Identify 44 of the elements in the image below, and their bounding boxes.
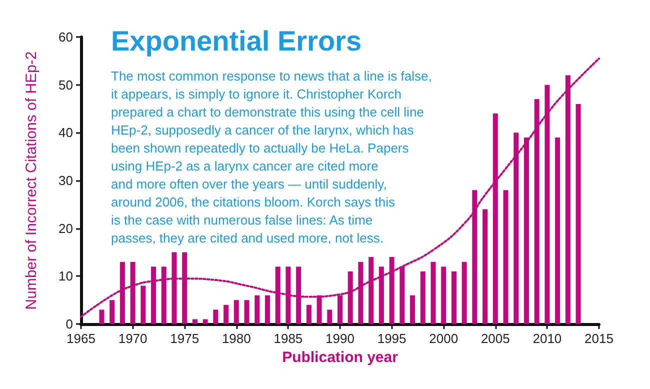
chart-title: Exponential Errors: [111, 26, 362, 56]
bar: [441, 266, 446, 324]
x-tick-label: 1985: [274, 331, 303, 346]
bar: [192, 319, 198, 324]
y-tick-label: 40: [58, 125, 73, 140]
x-tick-label: 1975: [170, 331, 200, 346]
bar: [99, 310, 104, 324]
x-tick-label: 2015: [584, 331, 614, 346]
x-tick-label: 1970: [118, 331, 148, 346]
y-tick-label: 20: [58, 220, 73, 236]
bar: [503, 190, 508, 324]
bar: [555, 137, 560, 324]
text: The most common response to news that a line is false, it appears, is simply to ignore it. Christopher Korch prepared a chart to demonstrate this using the cell line HEp-2, supposedly a cancer of the larynx, which has been shown repeatedly to actually be HeLa. Papers using HEp-2 as a larynx cancer are cited more and more often over the years — until suddenly, around 2006, the citations bloom. Korch says this is the case with numerous false lines: As time passes, they are cited and used more, not less.: [111, 68, 432, 246]
x-tick-label: 2005: [480, 331, 510, 346]
x-tick-label: 2010: [532, 331, 562, 346]
bar: [410, 295, 416, 324]
x-tick-label: 1980: [222, 331, 251, 346]
y-tick-label: 30: [58, 173, 73, 188]
bar: [110, 300, 115, 324]
y-axis-title: Number of Incorrect Citations of HEp-2: [23, 51, 40, 310]
y-tick-label: 0: [66, 316, 73, 332]
x-tick-label: 1990: [326, 331, 354, 346]
x-tick-label: 1995: [377, 331, 406, 346]
y-tick-label: 50: [58, 77, 73, 92]
bar: [327, 310, 332, 324]
bar: [462, 262, 467, 324]
y-tick-label: 10: [58, 268, 73, 284]
bar: [224, 304, 229, 324]
bar: [576, 104, 581, 324]
x-tick-label: 2000: [429, 331, 458, 346]
x-axis-title: Publication year: [282, 348, 398, 366]
bar: [306, 304, 312, 324]
y-tick-label: 60: [58, 30, 73, 44]
bar: [430, 262, 436, 324]
bar: [234, 300, 239, 324]
bar: [482, 209, 488, 324]
bar: [254, 295, 260, 324]
bar: [420, 271, 426, 324]
bar: [451, 271, 456, 324]
bar: [202, 319, 208, 324]
x-tick-label: 1965: [66, 331, 96, 346]
bar: [264, 295, 270, 324]
bar: [213, 310, 218, 324]
bar: [244, 300, 250, 324]
